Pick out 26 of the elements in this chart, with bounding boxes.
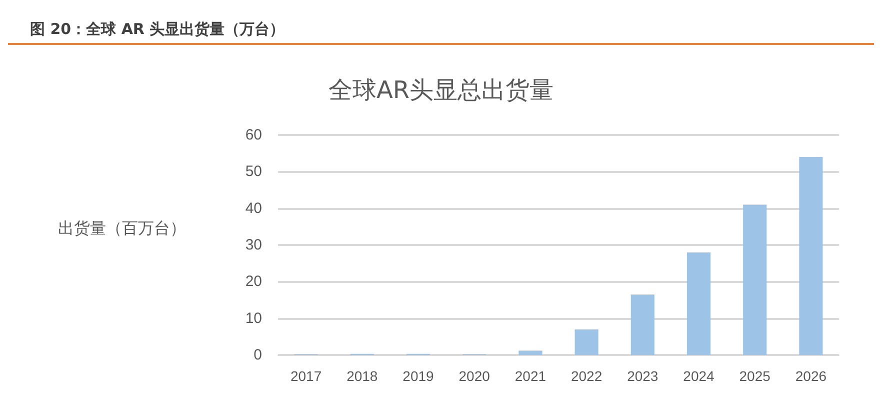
bar [799,157,823,355]
x-tick-label: 2019 [402,368,434,384]
y-tick-label: 30 [245,236,262,254]
x-tick-label: 2022 [570,368,602,384]
chart-subtitle: 全球AR头显总出货量 [328,76,554,104]
x-tick-label: 2025 [739,368,771,384]
bar [686,252,711,355]
y-tick-label: 40 [245,200,262,217]
x-tick-label: 2020 [458,368,490,384]
y-tick-label: 10 [245,310,262,327]
y-axis-title: 出货量（百万台） [58,218,186,238]
y-tick-label: 60 [245,126,262,144]
y-tick-label: 0 [254,346,262,364]
bar [574,329,598,355]
bar [743,204,767,355]
x-tick-label: 2017 [290,368,322,384]
x-tick-label: 2018 [346,368,378,384]
x-tick-label: 2026 [795,368,827,384]
bar [518,350,542,355]
bar [630,294,654,355]
y-tick-label: 20 [245,273,262,290]
x-tick-label: 2024 [683,368,715,384]
text: 图 20：全球 AR 头显出货量（万台） [8,8,874,45]
y-tick-label: 50 [245,163,262,180]
x-tick-label: 2023 [627,368,658,384]
x-tick-label: 2021 [514,368,546,384]
